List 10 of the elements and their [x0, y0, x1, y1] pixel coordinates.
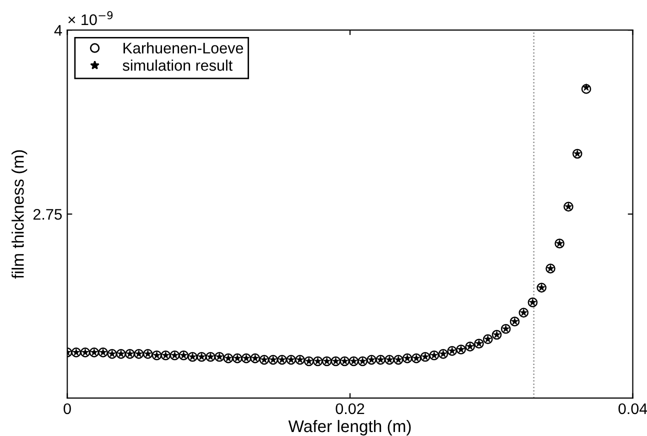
text: × 10$^{−9}$ [68, 11, 113, 26]
x-tick-label: 0.02 [336, 403, 364, 414]
x-tick-label: 0.04 [618, 403, 647, 414]
y-axis-title: film thickness (m) [12, 150, 28, 279]
legend-label: Karhuenen-Loeve [124, 42, 244, 54]
x-axis-title: Wafer length (m) [288, 420, 411, 436]
y-tick-label: 2.75 [33, 208, 62, 220]
y-tick-label: 4 [54, 25, 62, 36]
legend-label: simulation result [122, 60, 233, 71]
x-tick-label: 0 [64, 403, 71, 414]
